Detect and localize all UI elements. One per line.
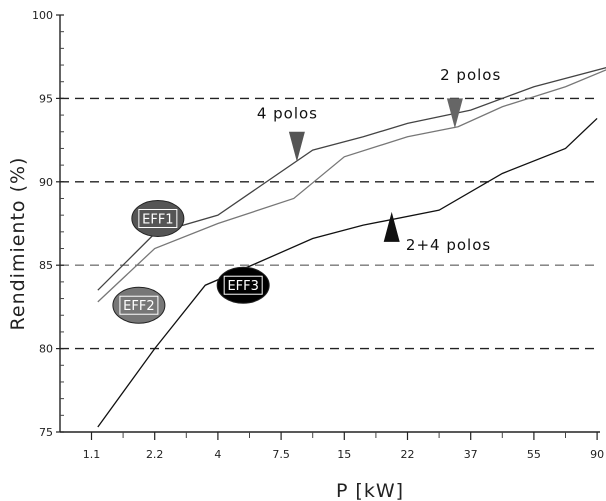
badge-label: EFF1 <box>142 212 173 227</box>
annotation-label: 2+4 polos <box>406 236 491 254</box>
x-tick-label: 15 <box>337 448 351 461</box>
x-tick-label: 4 <box>214 448 221 461</box>
x-tick-label: 1.1 <box>83 448 101 461</box>
badge-frame <box>119 295 159 315</box>
x-tick-label: 37 <box>464 448 478 461</box>
badge-frame <box>138 208 178 228</box>
y-tick-label: 80 <box>39 343 53 356</box>
series-line-2 <box>97 69 606 303</box>
badge-label: EFF2 <box>123 299 154 314</box>
annotation-arrow-3 <box>383 211 400 242</box>
y-axis-title: Rendimiento (%) <box>7 157 29 331</box>
x-tick-label: 22 <box>401 448 415 461</box>
y-tick-label: 85 <box>39 259 53 272</box>
series-line-3 <box>97 117 598 428</box>
annotation-label: 2 polos <box>440 66 501 84</box>
y-tick-label: 95 <box>39 92 53 105</box>
y-tick-label: 90 <box>39 176 53 189</box>
x-axis-title: P [kW] <box>336 480 404 501</box>
annotation-arrow-2 <box>288 131 305 162</box>
x-tick-label: 7.5 <box>272 448 290 461</box>
y-tick-label: 100 <box>32 9 53 22</box>
badge-frame <box>223 275 263 295</box>
annotation-arrow-1 <box>446 98 463 129</box>
x-tick-label: 55 <box>527 448 541 461</box>
y-tick-label: 75 <box>39 426 53 439</box>
badge-label: EFF3 <box>227 279 258 294</box>
x-tick-label: 90 <box>590 448 604 461</box>
annotation-label: 4 polos <box>257 104 318 122</box>
x-tick-label: 2.2 <box>146 448 164 461</box>
